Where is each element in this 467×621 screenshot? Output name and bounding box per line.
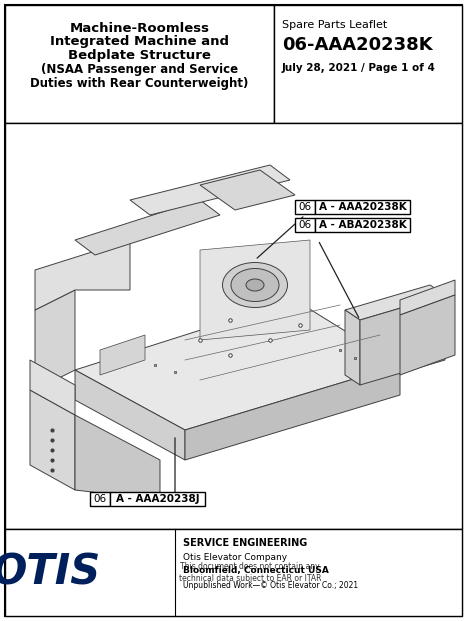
Text: (NSAA Passenger and Service: (NSAA Passenger and Service [41,63,238,76]
Ellipse shape [222,263,288,307]
Polygon shape [200,240,310,340]
Bar [274,5,462,123]
Text: A - AAA20238J: A - AAA20238J [116,494,199,504]
Text: Integrated Machine and: Integrated Machine and [50,35,229,48]
Bar [315,218,410,232]
Text: SERVICE ENGINEERING: SERVICE ENGINEERING [183,538,307,548]
Polygon shape [75,370,185,460]
Text: July 28, 2021 / Page 1 of 4: July 28, 2021 / Page 1 of 4 [282,63,436,73]
Ellipse shape [246,279,264,291]
Polygon shape [75,200,220,255]
Polygon shape [345,310,360,385]
Polygon shape [30,360,75,415]
Polygon shape [35,290,75,390]
Text: Bloomfield, Connecticut USA: Bloomfield, Connecticut USA [183,566,329,576]
Polygon shape [30,390,75,490]
Polygon shape [345,285,445,320]
Text: Duties with Rear Counterweight): Duties with Rear Counterweight) [30,78,249,91]
Polygon shape [100,335,145,375]
Polygon shape [185,365,400,460]
Text: OTIS: OTIS [0,551,100,594]
Text: 06: 06 [298,202,311,212]
Polygon shape [130,165,290,215]
Polygon shape [400,280,455,315]
Text: Spare Parts Leaflet: Spare Parts Leaflet [282,20,387,30]
Text: This document does not contain any
technical data subject to EAR or ITAR: This document does not contain any techn… [179,562,321,583]
Bar [315,200,410,214]
Polygon shape [200,170,295,210]
Text: Bedplate Structure: Bedplate Structure [68,50,211,63]
Polygon shape [75,415,160,500]
Bar [5,529,462,616]
Text: 06: 06 [93,494,106,504]
Bar [90,492,110,506]
Ellipse shape [231,268,279,302]
Bar [295,200,315,214]
Text: Unpublished Work—© Otis Elevator Co.; 2021: Unpublished Work—© Otis Elevator Co.; 20… [183,581,358,589]
Text: A - ABA20238K: A - ABA20238K [318,220,406,230]
Polygon shape [360,295,445,385]
Bar [110,492,205,506]
Bar [295,218,315,232]
Polygon shape [35,240,130,310]
Text: A - AAA20238K: A - AAA20238K [318,202,406,212]
Polygon shape [400,295,455,375]
Text: 06: 06 [298,220,311,230]
Text: Otis Elevator Company: Otis Elevator Company [183,553,287,561]
Text: Machine-Roomless: Machine-Roomless [70,22,210,35]
Bar [5,123,462,529]
Polygon shape [75,300,400,430]
Bar [5,5,274,123]
Text: 06-AAA20238K: 06-AAA20238K [282,36,432,54]
